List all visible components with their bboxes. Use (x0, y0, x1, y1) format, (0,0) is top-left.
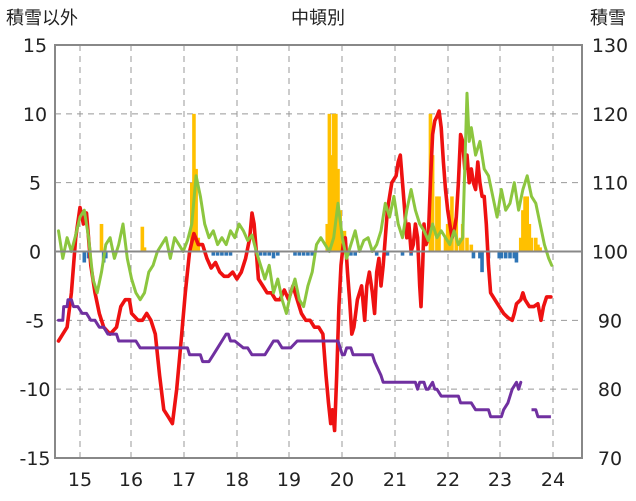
snow-diff-bar (140, 226, 145, 252)
y-left-tick-label: -10 (19, 379, 50, 401)
y-right-tick-label: 90 (598, 310, 622, 332)
snow-diff-bar (514, 251, 519, 263)
snow-diff-bar (521, 210, 525, 252)
x-tick-label: 20 (330, 469, 354, 491)
y-left-tick-label: 10 (23, 104, 47, 126)
snow-diff-bar (293, 251, 297, 256)
y-right-tick-label: 70 (598, 448, 622, 470)
series-purple_line (57, 298, 523, 419)
snow-diff-bar (220, 251, 224, 256)
snow-diff-bar (194, 168, 198, 252)
snow-diff-bar (435, 196, 439, 252)
y-left-tick-label: 0 (29, 242, 41, 264)
snow-diff-bar (523, 196, 527, 252)
snow-diff-bar (512, 251, 517, 259)
chart-title: 中頓別 (291, 8, 345, 29)
snow-diff-bar (443, 237, 448, 252)
snow-diff-bar (142, 247, 147, 252)
snow-diff-bar (297, 251, 302, 256)
data-lines (56, 91, 554, 433)
snow-diff-bar (469, 244, 474, 252)
y-right-tick-label: 130 (592, 35, 628, 57)
snow-diff-bar (480, 251, 484, 273)
y-right-tick-label: 120 (592, 104, 628, 126)
snow-diff-bar (267, 251, 271, 256)
x-tick-label: 19 (277, 469, 301, 491)
snow-diff-bar (327, 113, 332, 252)
snow-diff-bar (527, 223, 532, 252)
snow-diff-bar (104, 251, 108, 259)
snow-diff-bar (353, 251, 357, 256)
left-axis-label: 積雪以外 (6, 8, 78, 29)
snow-diff-bar (331, 113, 336, 252)
series-green_line (57, 91, 554, 315)
snow-diff-bar (525, 196, 529, 252)
series-red_line (56, 109, 553, 433)
x-tick-label: 17 (172, 469, 196, 491)
y-right-tick-label: 100 (592, 242, 628, 264)
snow-diff-bar (536, 244, 540, 252)
snow-diff-bar (301, 251, 306, 256)
snow-diff-bar (437, 196, 441, 252)
right-axis-label: 積雪 (590, 8, 626, 29)
snow-diff-bar (310, 251, 314, 256)
tick-labels: 15 10 5 0 -5 -10 -15 130 120 110 100 90 80 70 15 16 17 18… (19, 35, 628, 491)
snow-diff-bar (192, 113, 196, 252)
snow-diff-bar (400, 251, 405, 256)
snow-diff-bar (450, 196, 454, 252)
snow-diff-bar (263, 251, 267, 256)
snow-diff-bar (445, 223, 450, 252)
snow-diff-bar (508, 251, 512, 259)
snow-diff-bar (211, 251, 216, 256)
y-left-tick-label: -15 (19, 448, 50, 470)
snow-diff-bar (385, 251, 390, 256)
snow-diff-bar (409, 251, 413, 256)
snow-diff-bar (478, 251, 482, 259)
snow-diff-bar (471, 251, 476, 259)
y-right-tick-label: 80 (598, 379, 622, 401)
x-tick-label: 21 (383, 469, 407, 491)
snow-diff-bar (374, 251, 379, 256)
snow-diff-bar (503, 251, 508, 259)
x-tick-label: 16 (119, 469, 143, 491)
y-left-tick-label: -5 (26, 310, 45, 332)
y-left-tick-label: 5 (29, 173, 41, 195)
snow-diff-bar (224, 251, 228, 256)
x-tick-label: 23 (488, 469, 512, 491)
x-tick-label: 18 (225, 469, 249, 491)
snow-diff-bar (465, 237, 469, 252)
y-left-tick-label: 15 (23, 35, 47, 57)
snow-diff-bar (99, 223, 104, 252)
snow-diff-bar (258, 251, 263, 256)
snow-diff-bar (82, 251, 87, 263)
snow-diff-bar (538, 247, 542, 252)
x-tick-label: 24 (541, 469, 565, 491)
x-tick-label: 22 (436, 469, 460, 491)
snow-diff-bar (430, 155, 435, 252)
grid (55, 45, 582, 458)
snow-diff-bar (271, 251, 276, 259)
snow-diff-bar (276, 251, 280, 256)
snow-diff-bar (349, 251, 353, 256)
y-right-tick-label: 110 (592, 173, 628, 195)
snow-diff-bar (499, 251, 504, 259)
snow-diff-bar (306, 251, 310, 256)
snow-diff-bar (518, 237, 523, 252)
snow-diff-bar (458, 237, 463, 252)
snow-diff-bar (228, 251, 233, 256)
snow-diff-bar (329, 155, 334, 252)
snow-diff-bar (529, 237, 534, 252)
snow-diff-bar (215, 251, 220, 256)
x-tick-label: 15 (68, 469, 92, 491)
series-purple_line-segment (531, 408, 551, 419)
axes (54, 44, 583, 459)
snow-diff-bar (534, 237, 538, 252)
snow-diff-bar (334, 113, 338, 252)
snow-diff-bar (325, 223, 330, 252)
snow-diff-bar (497, 251, 502, 259)
